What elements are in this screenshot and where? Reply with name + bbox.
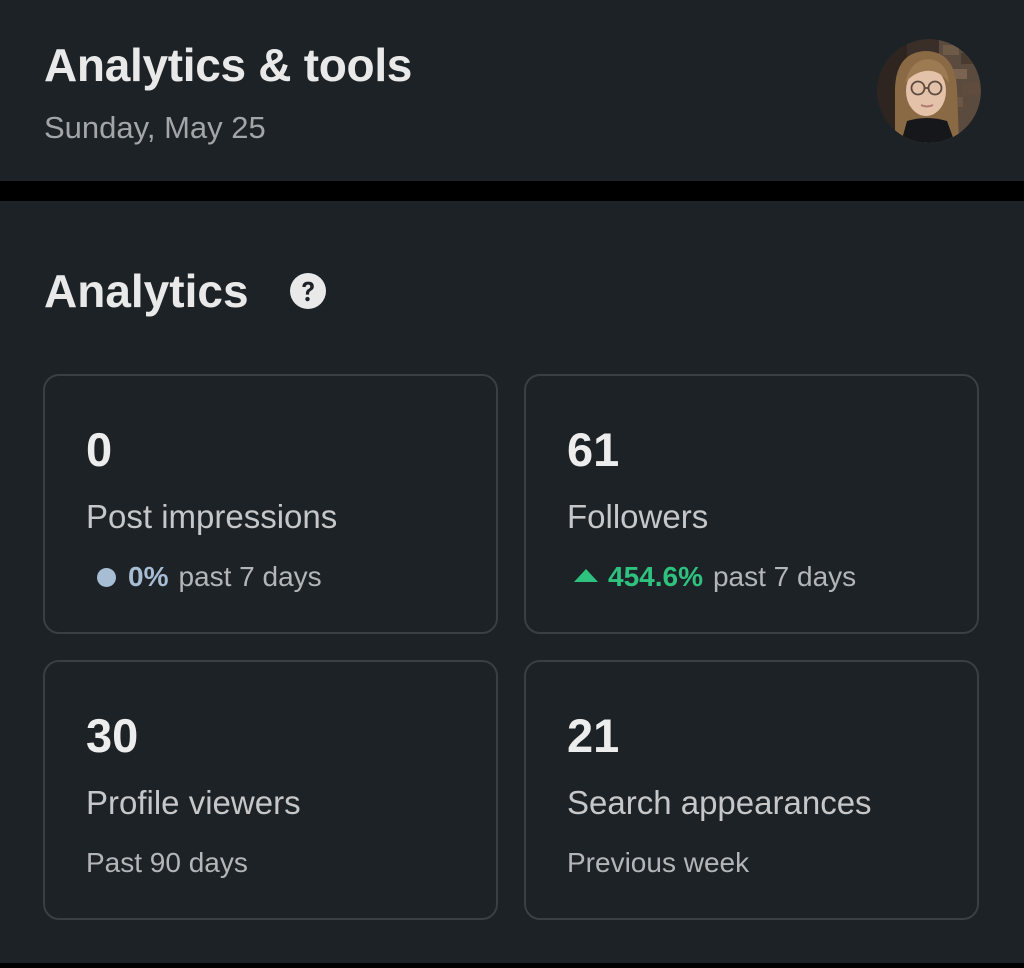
analytics-section: Analytics 0 Post impressions 0% past 7 d… bbox=[0, 201, 1024, 963]
followers-label: Followers bbox=[567, 498, 709, 535]
up-triangle-icon bbox=[574, 568, 598, 582]
post-impressions-card[interactable]: 0 Post impressions 0% past 7 days bbox=[43, 374, 498, 634]
question-circle-icon[interactable] bbox=[289, 272, 327, 310]
search-appearances-period: Previous week bbox=[567, 847, 750, 878]
search-appearances-card[interactable]: 21 Search appearances Previous week bbox=[524, 660, 979, 920]
current-date: Sunday, May 25 bbox=[44, 110, 266, 145]
post-impressions-trend-value: 0% bbox=[128, 561, 169, 592]
followers-card[interactable]: 61 Followers 454.6% past 7 days bbox=[524, 374, 979, 634]
neutral-dot-icon bbox=[97, 567, 116, 587]
followers-trend: 454.6% past 7 days bbox=[574, 559, 856, 595]
post-impressions-trend-period: past 7 days bbox=[178, 561, 322, 592]
post-impressions-label: Post impressions bbox=[86, 498, 338, 535]
followers-trend-value: 454.6% bbox=[608, 561, 703, 592]
post-impressions-value: 0 bbox=[86, 423, 113, 476]
post-impressions-trend: 0% past 7 days bbox=[97, 559, 322, 595]
profile-viewers-label: Profile viewers bbox=[86, 784, 301, 821]
user-avatar-icon[interactable] bbox=[877, 39, 981, 143]
section-title: Analytics bbox=[44, 265, 249, 317]
page-title: Analytics & tools bbox=[44, 39, 413, 91]
header: Analytics & tools Sunday, May 25 bbox=[0, 0, 1024, 181]
search-appearances-value: 21 bbox=[567, 709, 620, 762]
followers-trend-period: past 7 days bbox=[712, 561, 857, 592]
search-appearances-label: Search appearances bbox=[567, 784, 872, 821]
avatar-image bbox=[877, 39, 981, 143]
profile-viewers-value: 30 bbox=[86, 709, 139, 762]
profile-viewers-card[interactable]: 30 Profile viewers Past 90 days bbox=[43, 660, 498, 920]
profile-viewers-period: Past 90 days bbox=[86, 847, 248, 878]
followers-value: 61 bbox=[567, 423, 620, 476]
